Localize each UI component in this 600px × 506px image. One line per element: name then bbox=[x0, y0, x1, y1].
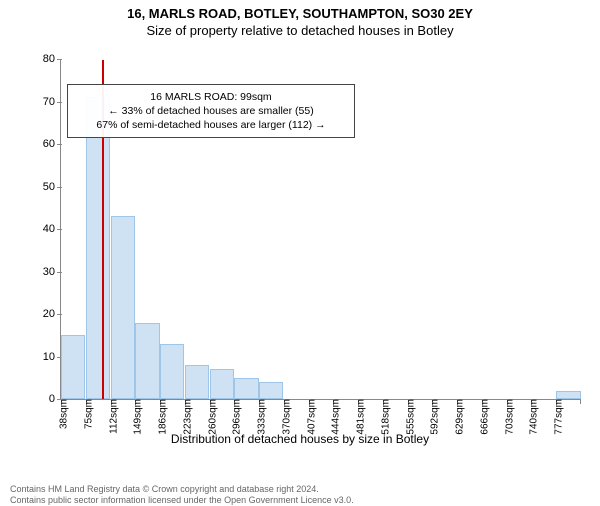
x-tick-label: 75sqm bbox=[83, 399, 94, 429]
x-tick-label: 149sqm bbox=[133, 399, 144, 435]
histogram-bar bbox=[259, 382, 283, 399]
x-tick-label: 740sqm bbox=[529, 399, 540, 435]
annotation-line: ← 33% of detached houses are smaller (55… bbox=[76, 104, 346, 118]
x-axis-label: Distribution of detached houses by size … bbox=[171, 432, 429, 446]
x-tick-label: 112sqm bbox=[108, 399, 119, 434]
y-tick: 10 bbox=[43, 351, 61, 363]
y-tick: 80 bbox=[43, 53, 61, 65]
histogram-bar bbox=[185, 365, 209, 399]
y-tick: 30 bbox=[43, 266, 61, 278]
x-tick-mark bbox=[580, 399, 581, 404]
histogram-bar bbox=[111, 216, 135, 399]
y-tick: 40 bbox=[43, 223, 61, 235]
annotation-line: 67% of semi-detached houses are larger (… bbox=[76, 118, 346, 132]
x-tick-label: 260sqm bbox=[207, 399, 218, 435]
x-tick-label: 777sqm bbox=[554, 399, 565, 435]
footer-line1: Contains HM Land Registry data © Crown c… bbox=[10, 484, 354, 495]
x-tick-label: 444sqm bbox=[331, 399, 342, 435]
x-tick-label: 592sqm bbox=[430, 399, 441, 435]
x-tick-label: 518sqm bbox=[380, 399, 391, 435]
histogram-bar bbox=[556, 391, 580, 400]
histogram-bar bbox=[61, 335, 85, 399]
x-tick-label: 407sqm bbox=[306, 399, 317, 435]
annotation-line: 16 MARLS ROAD: 99sqm bbox=[76, 90, 346, 104]
footer-line2: Contains public sector information licen… bbox=[10, 495, 354, 506]
y-tick: 20 bbox=[43, 308, 61, 320]
y-tick: 50 bbox=[43, 181, 61, 193]
page-title-line2: Size of property relative to detached ho… bbox=[0, 23, 600, 38]
x-tick-label: 555sqm bbox=[405, 399, 416, 435]
chart-container: Number of detached properties 0102030405… bbox=[0, 50, 600, 450]
plot-area: 0102030405060708038sqm75sqm112sqm149sqm1… bbox=[60, 60, 580, 400]
histogram-bar bbox=[234, 378, 258, 399]
y-tick: 60 bbox=[43, 138, 61, 150]
histogram-bar bbox=[135, 323, 159, 400]
x-tick-label: 186sqm bbox=[158, 399, 169, 435]
x-tick-label: 481sqm bbox=[356, 399, 367, 435]
x-tick-label: 333sqm bbox=[257, 399, 268, 435]
histogram-bar bbox=[160, 344, 184, 399]
x-tick-label: 703sqm bbox=[504, 399, 515, 435]
x-tick-label: 296sqm bbox=[232, 399, 243, 435]
annotation-box: 16 MARLS ROAD: 99sqm← 33% of detached ho… bbox=[67, 84, 355, 139]
x-tick-label: 370sqm bbox=[281, 399, 292, 435]
histogram-bar bbox=[86, 97, 110, 399]
footer-attribution: Contains HM Land Registry data © Crown c… bbox=[10, 484, 354, 506]
x-tick-label: 666sqm bbox=[479, 399, 490, 435]
y-tick: 70 bbox=[43, 96, 61, 108]
page-title-line1: 16, MARLS ROAD, BOTLEY, SOUTHAMPTON, SO3… bbox=[0, 6, 600, 21]
x-tick-label: 38sqm bbox=[59, 399, 70, 429]
histogram-bar bbox=[210, 369, 234, 399]
x-tick-label: 629sqm bbox=[455, 399, 466, 435]
x-tick-label: 223sqm bbox=[182, 399, 193, 435]
